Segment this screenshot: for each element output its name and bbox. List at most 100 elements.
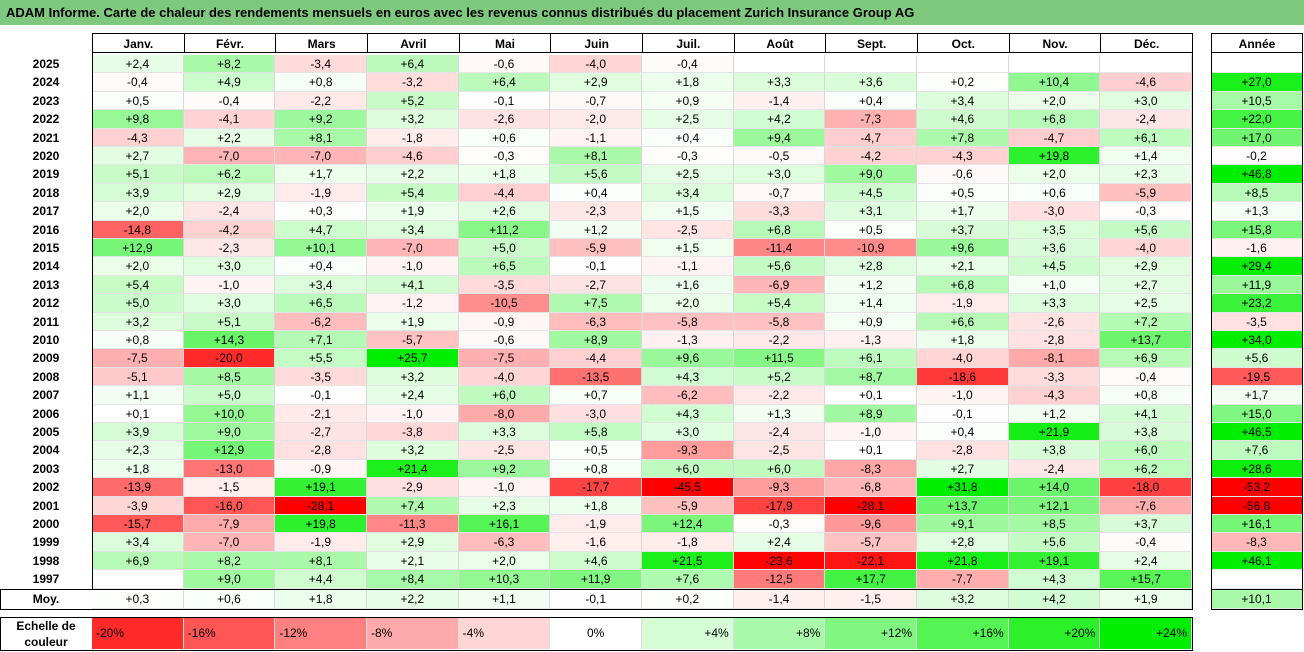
heatmap-cell: +3,4 [92, 533, 184, 552]
heatmap-cell: +6,0 [458, 386, 551, 405]
row-year-label: 2013 [32, 277, 60, 292]
heatmap-cell: +4,1 [367, 275, 459, 295]
average-cell: +1,1 [458, 589, 551, 609]
heatmap-cell: +5,6 [1008, 533, 1101, 552]
heatmap-cell: +2,8 [825, 257, 918, 276]
heatmap-cell: +10,0 [183, 404, 276, 423]
heatmap-cell: +8,1 [275, 128, 367, 147]
month-header: Juil. [642, 33, 735, 53]
heatmap-cell: +1,9 [367, 312, 459, 331]
heatmap-cell [825, 55, 918, 74]
heatmap-cell: +9,1 [917, 515, 1009, 534]
heatmap-cell: -2,4 [1008, 459, 1101, 479]
heatmap-cell: -11,4 [733, 239, 826, 258]
heatmap-cell: +4,6 [917, 110, 1009, 129]
row-year-label: 2019 [32, 167, 60, 182]
row-year-label: 1999 [32, 535, 60, 550]
heatmap-cell: -15,7 [92, 515, 184, 534]
heatmap-cell: +6,0 [1100, 441, 1193, 460]
heatmap-cell: +6,9 [92, 551, 184, 571]
heatmap-cell: +2,0 [458, 551, 551, 571]
heatmap-cell: +0,5 [917, 183, 1009, 203]
heatmap-cell: +11,2 [458, 220, 551, 239]
heatmap-cell: -0,1 [458, 91, 551, 111]
heatmap-cell: -7,0 [275, 147, 367, 166]
month-header: Janv. [92, 33, 185, 53]
heatmap-cell: +5,5 [275, 349, 367, 368]
row-year-label: 2002 [32, 480, 60, 495]
heatmap-cell: -12,5 [733, 570, 826, 589]
heatmap-cell: -4,7 [825, 128, 918, 147]
heatmap-cell: +4,4 [275, 570, 367, 589]
heatmap-cell: -6,2 [642, 386, 734, 405]
heatmap-cell: -8,0 [458, 404, 551, 423]
heatmap-cell: +19,8 [1008, 147, 1101, 166]
heatmap-cell: +8,5 [1008, 515, 1101, 534]
heatmap-cell: -1,9 [917, 294, 1009, 313]
heatmap-cell: -2,6 [458, 110, 551, 129]
heatmap-cell: +3,8 [1008, 441, 1101, 460]
heatmap-cell: +7,4 [367, 496, 459, 515]
heatmap-cell: +8,2 [183, 55, 276, 74]
heatmap-cell: -2,5 [733, 441, 826, 460]
heatmap-cell: -2,8 [917, 441, 1009, 460]
heatmap-cell: +12,9 [92, 239, 184, 258]
heatmap-cell: -3,0 [550, 404, 642, 423]
heatmap-cell: -0,3 [642, 147, 734, 166]
average-cell: +0,6 [183, 589, 276, 609]
heatmap-cell: -1,1 [550, 128, 642, 147]
row-year-label: 2024 [32, 75, 60, 90]
heatmap-cell: -1,8 [367, 128, 459, 147]
heatmap-cell: -2,4 [733, 423, 826, 442]
heatmap-cell: -7,0 [183, 533, 276, 552]
heatmap-cell: +2,7 [92, 147, 184, 166]
heatmap-cell: +6,0 [733, 459, 826, 479]
heatmap-cell: +2,9 [183, 183, 276, 203]
heatmap-cell: +0,9 [825, 312, 918, 331]
heatmap-cell: +3,3 [733, 73, 826, 92]
heatmap-cell: -13,5 [550, 367, 642, 387]
color-scale-label: Echelle de couleur [16, 619, 76, 649]
heatmap-cell: -0,6 [458, 55, 551, 74]
heatmap-cell: +0,5 [550, 441, 642, 460]
heatmap-cell: +9,8 [92, 110, 184, 129]
heatmap-cell: -23,6 [733, 551, 826, 571]
heatmap-cell: +2,7 [1100, 275, 1193, 295]
color-scale-swatch: +20% [1008, 617, 1101, 649]
row-year-label: 2008 [32, 369, 60, 384]
heatmap-cell: +5,6 [550, 165, 642, 184]
heatmap-cell: +9,0 [183, 570, 276, 589]
heatmap-cell: -7,5 [92, 349, 184, 368]
heatmap-cell: -1,2 [367, 294, 459, 313]
row-year-label: 2012 [32, 296, 60, 311]
heatmap-cell: +5,4 [733, 294, 826, 313]
heatmap-cell: +2,3 [92, 441, 184, 460]
heatmap-cell: +2,3 [458, 496, 551, 515]
heatmap-cell: +3,1 [825, 202, 918, 221]
average-cell: +3,2 [917, 589, 1009, 609]
heatmap-cell: -4,3 [92, 128, 184, 147]
heatmap-cell: +19,1 [275, 478, 367, 497]
heatmap-cell: -5,9 [550, 239, 642, 258]
heatmap-cell: +4,6 [550, 551, 642, 571]
heatmap-cell: -4,1 [183, 110, 276, 129]
year-total-cell: -1,6 [1211, 239, 1303, 258]
heatmap-cell: +12,4 [642, 515, 734, 534]
heatmap-cell: -5,8 [642, 312, 734, 331]
heatmap-cell: -17,7 [550, 478, 642, 497]
heatmap-cell: +1,8 [917, 331, 1009, 350]
heatmap-cell: +8,4 [367, 570, 459, 589]
heatmap-cell: +21,8 [917, 551, 1009, 571]
heatmap-cell: -0,1 [917, 404, 1009, 423]
year-total-cell: -8,3 [1211, 533, 1303, 552]
heatmap-cell: +0,8 [550, 459, 642, 479]
row-year-label: 2017 [32, 204, 60, 219]
heatmap-cell: +2,5 [1100, 294, 1193, 313]
heatmap-cell: +4,3 [642, 404, 734, 423]
heatmap-cell: +3,0 [183, 257, 276, 276]
heatmap-cell: -0,6 [458, 331, 551, 350]
heatmap-cell: +4,2 [733, 110, 826, 129]
heatmap-cell: -1,0 [917, 386, 1009, 405]
heatmap-cell: -5,7 [367, 331, 459, 350]
heatmap-cell: +3,2 [92, 312, 184, 331]
